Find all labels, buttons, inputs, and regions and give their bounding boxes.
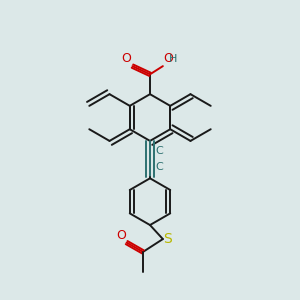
Text: O: O bbox=[121, 52, 131, 65]
Text: O: O bbox=[116, 229, 126, 242]
Text: H: H bbox=[169, 54, 177, 64]
Text: C: C bbox=[155, 146, 163, 156]
Text: O: O bbox=[164, 52, 173, 65]
Text: S: S bbox=[164, 232, 172, 246]
Text: C: C bbox=[155, 162, 163, 172]
